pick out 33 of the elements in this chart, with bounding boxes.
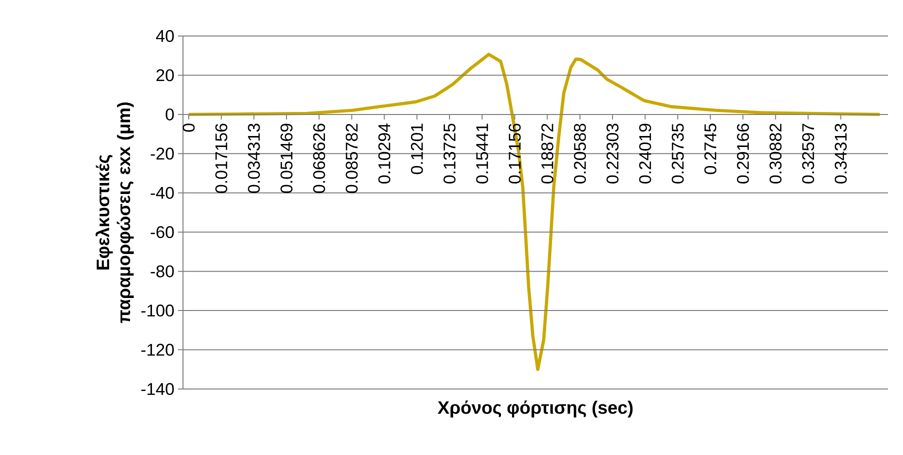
- x-tick-label: 0.10294: [378, 123, 390, 184]
- x-tick-label: 0.2745: [704, 124, 716, 174]
- x-tick-label: 0.18872: [541, 124, 554, 184]
- x-tick-label: 0.034313: [248, 124, 260, 193]
- x-tick-label: 0: [182, 124, 195, 132]
- y-tick-label: -80: [150, 265, 174, 278]
- x-tick-label: 0.017156: [215, 124, 228, 193]
- y-tick-label: 40: [156, 30, 174, 42]
- y-tick-label: -100: [141, 304, 174, 317]
- x-tick-label: 0.1201: [410, 124, 423, 174]
- x-tick-label: 0.051469: [280, 124, 293, 193]
- y-tick-label: -140: [141, 383, 174, 395]
- x-tick-label: 0.34313: [834, 124, 847, 184]
- x-tick-label: 0.17156: [508, 124, 521, 184]
- x-tick-label: 0.085782: [346, 124, 358, 193]
- y-tick-label: -20: [150, 148, 174, 160]
- x-tick-label: 0.29166: [736, 124, 749, 184]
- y-tick-label: -60: [150, 226, 174, 238]
- y-axis-title: Εφελκυστικές παραμορφώσεις εxx (μm): [96, 102, 134, 323]
- y-tick-label: -40: [150, 186, 174, 199]
- x-tick-label: 0.22303: [606, 124, 619, 184]
- x-axis-title: Χρόνος φόρτισης (sec): [438, 400, 633, 418]
- x-tick-label: 0.25735: [672, 124, 684, 184]
- x-tick-label: 0.20588: [574, 124, 586, 184]
- x-tick-label: 0.13725: [444, 124, 456, 184]
- x-tick-label: 0.068626: [313, 124, 326, 193]
- x-tick-label: 0.32597: [802, 124, 814, 184]
- y-tick-label: 20: [156, 69, 174, 82]
- y-tick-label: -120: [141, 344, 174, 356]
- x-tick-label: 0.24019: [639, 124, 652, 184]
- x-tick-label: 0.15441: [476, 124, 488, 184]
- x-tick-label: 0.30882: [770, 124, 782, 184]
- y-tick-label: 0: [166, 108, 174, 120]
